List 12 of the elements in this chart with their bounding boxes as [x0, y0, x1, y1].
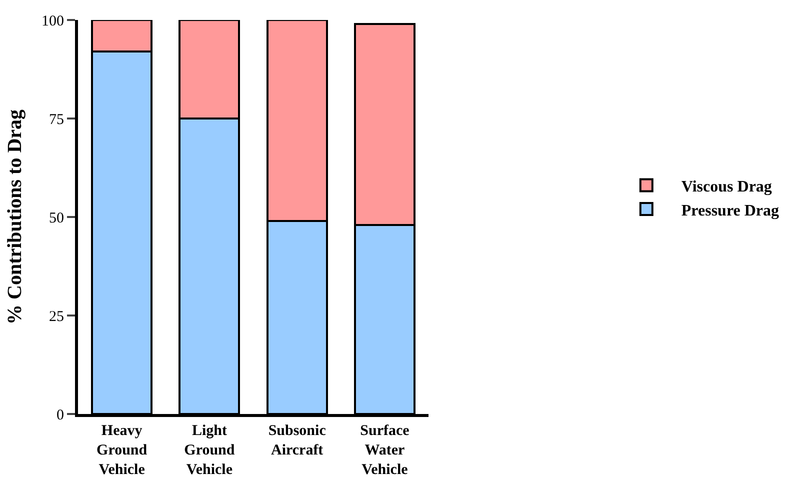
x-tick-label: Light Ground Vehicle — [184, 423, 236, 478]
y-tick-label: 25 — [49, 308, 64, 325]
legend-label: Pressure Drag — [681, 202, 780, 220]
x-tick-label: Heavy Ground Vehicle — [96, 423, 148, 478]
y-tick-label: 100 — [42, 13, 64, 30]
x-tick-label: Subsonic Aircraft — [268, 423, 326, 458]
y-tick-label: 50 — [49, 210, 64, 226]
y-tick-label: 75 — [49, 112, 64, 128]
legend-label: Viscous Drag — [681, 178, 772, 196]
x-tick-label: Surface Water Vehicle — [360, 423, 410, 478]
y-axis-title: % Contributions to Drag — [4, 109, 26, 325]
y-tick-label: 0 — [56, 407, 64, 424]
